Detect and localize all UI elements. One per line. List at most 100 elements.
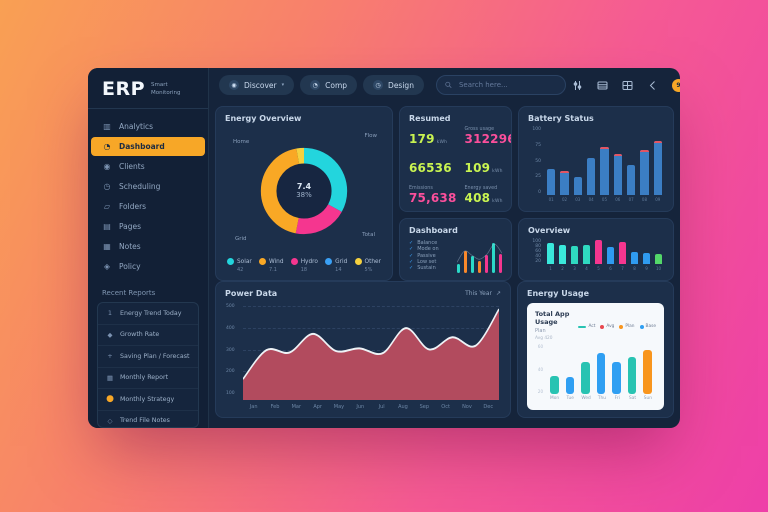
scheduling-icon: ◷ [103, 182, 111, 191]
donut-callout: Home [233, 139, 250, 145]
topbar-buttons: ◉ Discover ▾ ◔ Comp ◷ Design [219, 75, 424, 95]
x-tick: 9 [645, 266, 648, 271]
sidebar-item-notes[interactable]: ▦ Notes [91, 237, 205, 256]
mini-list-label: Mode on [417, 246, 439, 253]
legend-item-plan[interactable]: Plan [619, 324, 635, 329]
sidebar-item-analytics[interactable]: ▥ Analytics [91, 117, 205, 136]
y-tick: 0 [538, 190, 541, 195]
x-tick: Tue [566, 396, 574, 401]
bar [619, 241, 626, 264]
entry-icon: + [107, 352, 113, 361]
search-field[interactable] [435, 75, 566, 95]
legend-label: Wind [268, 258, 284, 265]
legend-label: Hydro [300, 258, 318, 265]
report-item-trend-file-notes[interactable]: ◇ Trend File Notes [98, 411, 198, 428]
sidebar-item-folders[interactable]: ▱ Folders [91, 197, 205, 216]
grid-icon[interactable] [622, 79, 634, 91]
bar [581, 361, 590, 394]
bar [631, 251, 638, 264]
mini-list-label: Passive [417, 252, 436, 259]
legend-label: Base [645, 324, 656, 329]
report-item-energy-trend-today[interactable]: 1 Energy Trend Today [98, 303, 198, 325]
sidebar: ERP Smart Monitoring ▥ Analytics ◔ Dashboar… [88, 68, 209, 428]
legend-item-grid[interactable]: Grid 14 [325, 258, 347, 273]
legend-label: Act [588, 324, 596, 329]
y-tick: 400 [226, 325, 235, 331]
y-tick: 300 [226, 347, 235, 353]
bar [643, 252, 650, 264]
panel-title: Energy Overview [225, 114, 302, 123]
rows-icon[interactable] [597, 79, 609, 91]
y-tick: 25 [535, 174, 541, 180]
legend-item-avg[interactable]: Avg [600, 324, 614, 329]
report-item-growth-rate[interactable]: ◆ Growth Rate [98, 325, 198, 346]
legend-item-other[interactable]: Other 5% [354, 258, 381, 273]
report-item-monthly-strategy[interactable]: ● Monthly Strategy [98, 389, 198, 411]
plot-area: 1 2 3 4 5 6 7 8 9 10 [545, 239, 664, 273]
y-tick: 100 [532, 239, 541, 244]
legend-swatch [619, 324, 624, 329]
x-tick: Mar [291, 404, 302, 410]
sidebar-item-dashboard[interactable]: ◔ Dashboard [91, 137, 205, 156]
x-tick: 07 [628, 197, 634, 202]
notes-icon: ▦ [103, 242, 111, 251]
energy-usage-panel: Energy Usage Total App Usage Plan Avg 42… [517, 281, 674, 418]
sidebar-item-policy[interactable]: ◈ Policy [91, 257, 205, 276]
topbar-button-design[interactable]: ◷ Design [363, 75, 424, 95]
bars [545, 127, 664, 195]
back-chevron-icon[interactable] [647, 79, 659, 91]
legend-dot [354, 258, 362, 265]
bar [595, 240, 602, 264]
y-tick: 40 [535, 254, 541, 259]
expand-icon[interactable]: ↗ [495, 290, 501, 297]
range-selector[interactable]: This Year ↗ [465, 290, 501, 297]
x-tick: May [333, 404, 345, 410]
stat-cell: 66536 [409, 156, 457, 175]
stats-panel: Resumed 179 kWh Gross usage 312296 66536 109 k… [399, 106, 512, 212]
sidebar-item-clients[interactable]: ◉ Clients [91, 157, 205, 176]
legend-item-act[interactable]: Act [578, 324, 595, 329]
legend-item-hydro[interactable]: Hydro 18 [290, 258, 318, 273]
sliders-icon[interactable] [572, 79, 584, 91]
stat-value: 312296 [464, 132, 512, 146]
x-tick: 3 [573, 266, 576, 271]
search-input[interactable] [456, 80, 557, 90]
legend-item-solar[interactable]: Solar 42 [227, 258, 252, 273]
bar [596, 352, 606, 394]
legend-item-base[interactable]: Base [639, 324, 656, 329]
files-icon: ◇ [107, 416, 113, 425]
x-tick: 2 [561, 266, 564, 271]
x-tick: Nov [462, 404, 472, 410]
legend-value: 42 [237, 267, 244, 273]
check-icon: ✓ [409, 246, 414, 253]
y-tick: 500 [226, 304, 235, 310]
sidebar-item-label: Pages [119, 222, 142, 231]
topbar-button-discover[interactable]: ◉ Discover ▾ [219, 75, 295, 95]
notification-badge[interactable]: 9 [671, 78, 680, 92]
sidebar-item-pages[interactable]: ▤ Pages [91, 217, 205, 236]
mini-list: ✓ Balance ✓ Mode on ✓ Passive ✓ Low set ✓ Sustain [409, 238, 451, 273]
stat-unit: kWh [436, 140, 448, 145]
report-item-saving-plan-forecast[interactable]: + Saving Plan / Forecast [98, 346, 198, 368]
mini-list-item: ✓ Balance [409, 240, 451, 246]
mini-list-label: Low set [417, 258, 437, 265]
sidebar-item-scheduling[interactable]: ◷ Scheduling [91, 177, 205, 196]
stat-caption: Gross usage [464, 127, 495, 132]
logo-row: ERP Smart Monitoring [88, 76, 208, 109]
dashboard-window: ERP Smart Monitoring ▥ Analytics ◔ Dashboar… [88, 68, 680, 428]
bar [655, 254, 662, 264]
report-item-monthly-report[interactable]: ▦ Monthly Report [98, 368, 198, 389]
sidebar-menu: ▥ Analytics ◔ Dashboard ◉ Clients ◷ Scheduling ▱… [88, 117, 208, 276]
sidebar-item-label: Scheduling [119, 182, 161, 191]
growth-icon: ◆ [107, 330, 113, 339]
topbar-button-comp[interactable]: ◔ Comp [300, 75, 358, 95]
legend-label: Grid [335, 258, 348, 265]
x-tick: 01 [548, 197, 554, 202]
x-tick: 06 [615, 197, 621, 202]
stat-cell: 179 kWh [409, 127, 457, 146]
legend-item-wind[interactable]: Wind 7.1 [258, 258, 284, 273]
bar [471, 256, 474, 273]
bar-cap [640, 150, 649, 153]
globe-icon: ◉ [229, 80, 239, 90]
app-logo: ERP [102, 78, 146, 100]
